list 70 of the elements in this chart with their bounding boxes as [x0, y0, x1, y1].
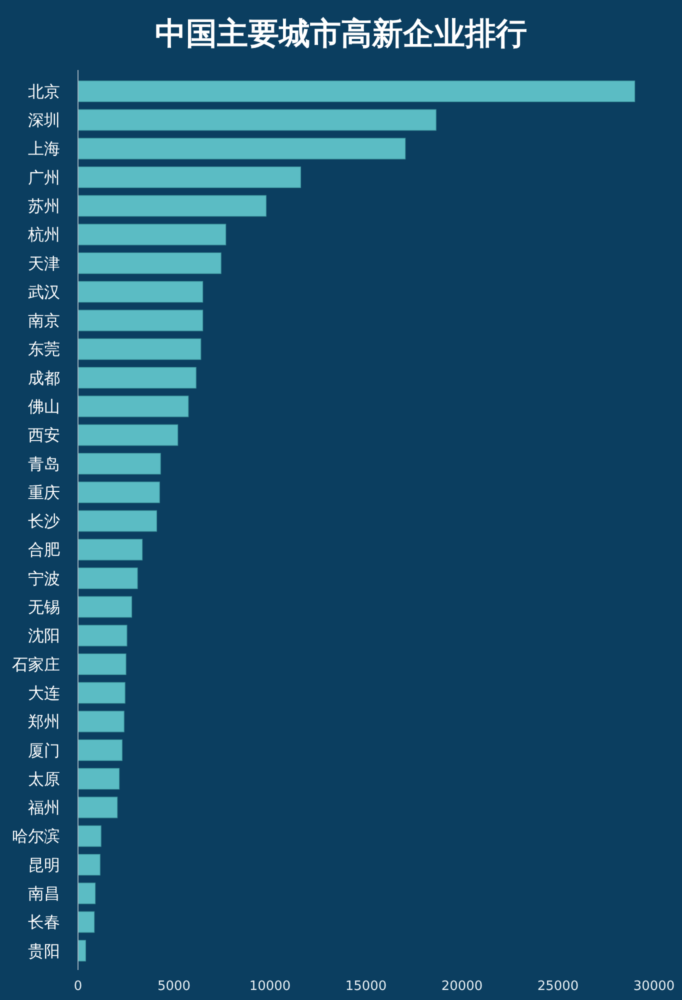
y-tick-label: 上海 [28, 139, 60, 158]
y-tick-label: 太原 [28, 769, 60, 788]
x-tick-label: 5000 [157, 979, 191, 994]
bar [78, 882, 96, 904]
bar [78, 568, 138, 590]
bar [78, 224, 226, 246]
bar [78, 138, 406, 160]
bar [78, 424, 178, 446]
y-tick-label: 哈尔滨 [12, 826, 60, 846]
y-tick-label: 广州 [28, 168, 60, 187]
y-tick-label: 大连 [28, 683, 60, 702]
bar [78, 596, 132, 618]
bar [78, 510, 158, 532]
bar [78, 109, 436, 131]
bar [78, 768, 120, 790]
bar [78, 482, 160, 504]
y-tick-label: 合肥 [28, 540, 60, 560]
x-tick-label: 0 [74, 979, 82, 994]
chart-title: 中国主要城市高新企业排行 [155, 16, 527, 52]
y-tick-label: 福州 [28, 798, 60, 818]
bar [78, 195, 266, 217]
bar [78, 796, 118, 818]
bar [78, 310, 204, 332]
bar [78, 252, 222, 274]
y-tick-label: 青岛 [28, 454, 60, 474]
y-tick-label: 昆明 [28, 855, 60, 874]
y-tick-label: 长春 [28, 912, 60, 932]
y-tick-label: 厦门 [28, 740, 60, 760]
y-tick-label: 长沙 [28, 512, 60, 531]
bar [78, 338, 202, 360]
y-tick-label: 郑州 [28, 712, 60, 732]
y-tick-label: 石家庄 [12, 654, 60, 674]
y-tick-label: 苏州 [28, 196, 60, 216]
y-tick-label: 无锡 [28, 598, 60, 617]
bar [78, 682, 126, 704]
y-tick-label: 深圳 [28, 110, 60, 130]
y-tick-label: 宁波 [28, 568, 60, 588]
y-tick-label: 武汉 [28, 282, 60, 302]
bar [78, 653, 126, 675]
bar [78, 825, 102, 847]
y-tick-label: 贵阳 [28, 941, 60, 960]
y-tick-label: 西安 [28, 426, 60, 445]
bar [78, 911, 95, 933]
y-tick-label: 佛山 [28, 397, 60, 416]
y-tick-label: 东莞 [28, 340, 60, 359]
bar [78, 452, 161, 474]
y-tick-label: 南昌 [28, 884, 60, 903]
bar [78, 396, 189, 418]
y-tick-label: 天津 [28, 254, 60, 273]
y-tick-label: 沈阳 [28, 626, 60, 646]
bar [78, 80, 636, 102]
bar [78, 854, 100, 876]
x-tick-label: 30000 [633, 979, 675, 994]
y-tick-label: 南京 [28, 311, 60, 330]
bar [78, 538, 143, 560]
x-tick-label: 25000 [537, 979, 579, 994]
y-tick-label: 成都 [28, 368, 60, 388]
bar [78, 281, 204, 303]
y-tick-label: 杭州 [27, 225, 60, 244]
x-tick-label: 15000 [345, 979, 387, 994]
bar [78, 739, 122, 761]
y-tick-label: 重庆 [28, 482, 60, 502]
x-tick-label: 10000 [249, 979, 291, 994]
bar [78, 367, 196, 389]
bar [78, 710, 124, 732]
bar [78, 940, 86, 962]
bar [78, 624, 128, 646]
y-tick-label: 北京 [28, 82, 60, 101]
bar [78, 166, 302, 188]
x-tick-label: 20000 [441, 979, 483, 994]
